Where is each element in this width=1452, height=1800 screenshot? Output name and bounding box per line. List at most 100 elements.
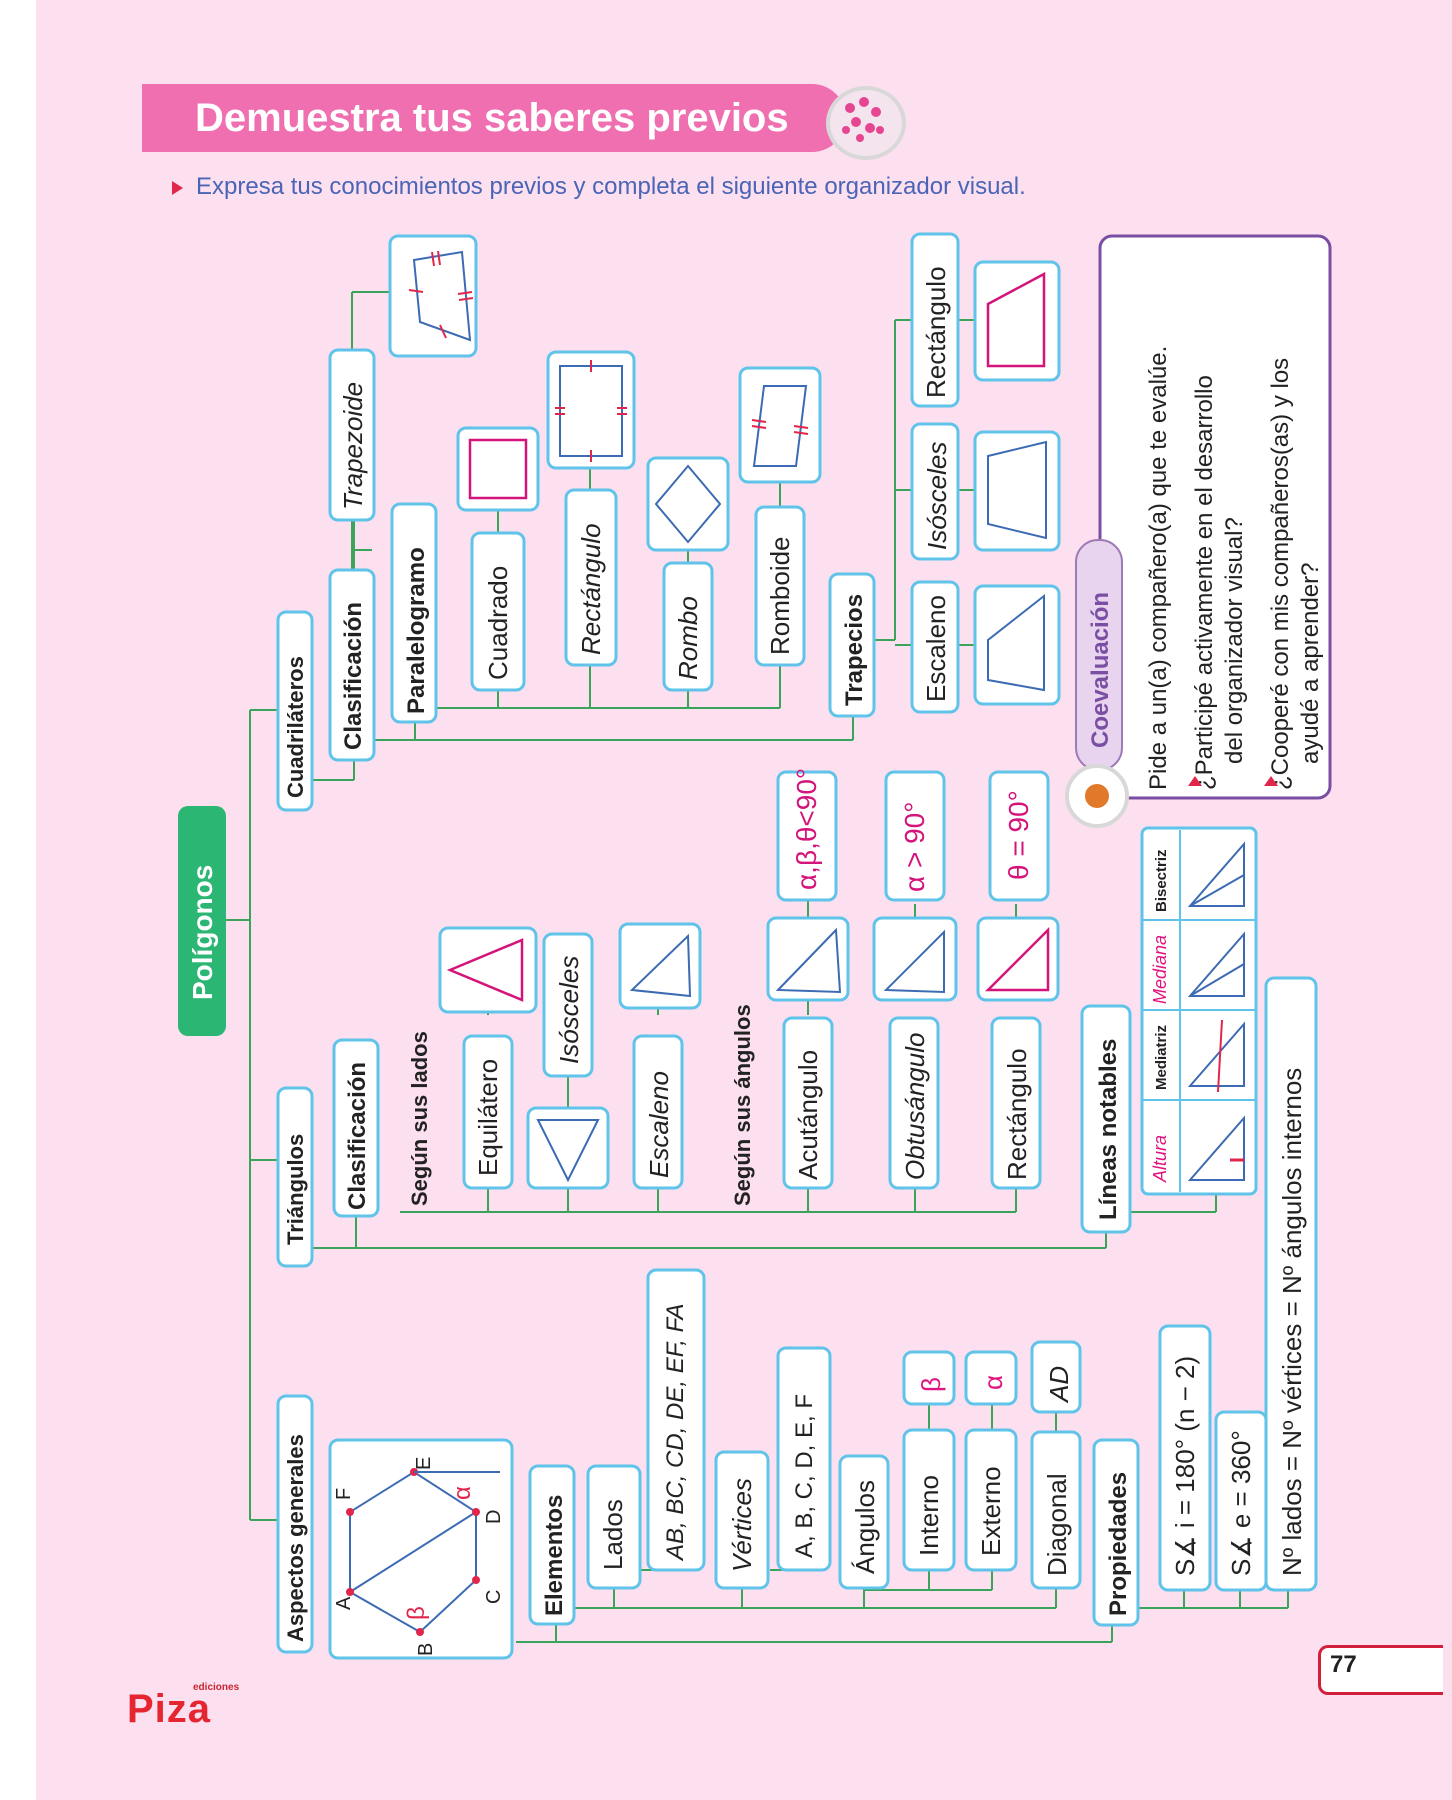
obtuse-triangle-shape-icon	[883, 929, 945, 994]
elementos-label: Elementos	[541, 1495, 568, 1616]
scalene-triangle-shape-icon	[629, 933, 692, 998]
trapezoide-shape-icon	[408, 250, 474, 342]
coevaluacion-panel	[1098, 234, 1332, 800]
linea-mediana-label: Mediana	[1150, 935, 1170, 1004]
bullet-arrow-icon	[1264, 776, 1278, 786]
trapecio-isosceles-label: Isósceles	[922, 442, 952, 550]
equilateral-triangle-shape-icon	[446, 938, 524, 1002]
isosceles-triangle-shape-icon	[536, 1119, 600, 1183]
rect-prop-label: θ = 90°	[1003, 790, 1034, 880]
cuadrado-label: Cuadrado	[483, 566, 513, 680]
beta-angle-label: β	[403, 1606, 430, 1620]
paralelogramo-label: Paralelogramo	[403, 547, 430, 714]
rombo-figure-box	[646, 456, 730, 552]
prop-internos-label: S∡ i = 180° (n − 2)	[1170, 1356, 1200, 1576]
segun-angulos-label: Según sus ángulos	[730, 1004, 755, 1206]
externo-label: Externo	[976, 1466, 1006, 1556]
prop-externos-label: S∡ e = 360°	[1226, 1430, 1256, 1576]
acutangulo-label: Acutángulo	[793, 1050, 823, 1180]
vertex-a-label: A	[333, 1596, 355, 1610]
rectangulo-figure-box	[546, 350, 636, 470]
hexagon-figure-box	[328, 1438, 514, 1660]
coev-intro: Pide a un(a) compañero(a) que te evalúe.	[1145, 346, 1172, 790]
lados-value-box	[646, 1268, 706, 1572]
interno-box	[902, 1428, 956, 1572]
branch-generales-label: Aspectos generales	[283, 1434, 308, 1642]
romboide-figure-box	[738, 366, 822, 484]
vertices-value: A, B, C, D, E, F	[791, 1394, 818, 1558]
romboide-label: Romboide	[765, 536, 795, 655]
trapecio-rectangulo-label: Rectángulo	[921, 266, 951, 398]
acut-prop-label: α,β,θ<90°	[791, 768, 822, 890]
vertex-b-label: B	[415, 1643, 437, 1656]
obtusangulo-figure-box	[872, 916, 958, 1002]
vertices-label: Vértices	[727, 1478, 757, 1572]
vertex-e-label: E	[413, 1457, 435, 1470]
tri-escaleno-box	[632, 1034, 684, 1190]
paralelogramo-box	[390, 502, 438, 724]
rect-prop-box	[988, 770, 1050, 902]
trapecio-escaleno-box	[910, 580, 960, 714]
branch-triangulos-label: Triángulos	[283, 1134, 308, 1245]
trapecio-isosceles-box	[910, 422, 960, 561]
tri-isosceles-box	[542, 932, 594, 1078]
isosceles-trapezoid-shape-icon	[987, 440, 1047, 540]
angulos-box	[838, 1454, 890, 1590]
prop-lados-label: Nº lados = Nº vértices = Nº ángulos inte…	[1277, 1068, 1307, 1576]
root-box	[178, 806, 226, 1036]
root-label: Polígonos	[187, 865, 218, 1000]
angulos-label: Ángulos	[850, 1480, 880, 1574]
interno-label: Interno	[914, 1475, 944, 1556]
rectangle-shape-icon	[555, 360, 627, 462]
segun-lados-label: Según sus lados	[407, 1031, 432, 1206]
rombo-label: Rombo	[673, 596, 703, 680]
trapezoide-figure-box	[388, 234, 478, 358]
people-icon-core	[1085, 784, 1109, 808]
square-shape-icon	[468, 438, 528, 500]
linea-bisectriz-label: Bisectriz	[1153, 849, 1170, 912]
rectangulo-label: Rectángulo	[576, 523, 606, 655]
rhombus-shape-icon	[654, 464, 722, 544]
tri-rectangulo-box	[990, 1016, 1042, 1190]
trapecios-box	[828, 572, 876, 718]
page-number: 77	[1330, 1651, 1357, 1678]
bullet-arrow-icon	[1188, 776, 1202, 786]
propiedades-box	[1092, 1438, 1140, 1627]
acut-prop-box	[776, 770, 838, 902]
coev-q2-line2: ayudé a aprender?	[1297, 563, 1324, 765]
obtusangulo-label: Obtusángulo	[900, 1033, 930, 1180]
hexagon-shape-icon	[346, 1468, 500, 1636]
right-trapezoid-shape-icon	[986, 271, 1046, 368]
acute-triangle-shape-icon	[775, 927, 842, 994]
publisher-logo: Piza	[127, 1687, 212, 1731]
diagonal-value-box	[1030, 1340, 1082, 1414]
linea-figures-icon	[1187, 841, 1245, 1181]
tri-clasificacion-label: Clasificación	[344, 1062, 371, 1210]
equilatero-label: Equilátero	[473, 1059, 503, 1176]
branch-cuadrilateros-label: Cuadriláteros	[283, 656, 308, 798]
right-triangle-shape-icon	[984, 926, 1050, 992]
linea-mediatriz-label: Mediatriz	[1153, 1025, 1170, 1090]
tri-escaleno-label: Escaleno	[644, 1071, 674, 1178]
bullet-arrow-icon	[172, 181, 183, 195]
diagonal-label: Diagonal	[1042, 1473, 1072, 1576]
prop-internos-box	[1158, 1324, 1212, 1592]
elementos-box	[528, 1464, 576, 1626]
trapecios-label: Trapecios	[841, 594, 868, 706]
network-icon	[826, 86, 906, 160]
linea-altura-label: Altura	[1150, 1135, 1170, 1183]
obtus-prop-label: α > 90°	[899, 802, 930, 892]
obtus-prop-box	[884, 770, 946, 902]
branch-cuadrilateros-box	[276, 610, 314, 812]
externo-value-box	[964, 1350, 1018, 1406]
title-bar	[142, 84, 846, 152]
trapecio-escaleno-figure-box	[973, 584, 1061, 706]
prop-lados-box	[1264, 976, 1318, 1592]
diagonal-value: AD	[1044, 1366, 1074, 1404]
cuadrado-figure-box	[456, 426, 540, 512]
cuad-clasificacion-label: Clasificación	[340, 602, 367, 750]
rombo-box	[662, 561, 714, 692]
instruction-text: Expresa tus conocimientos previos y comp…	[196, 173, 1026, 200]
rectangulo-box	[564, 488, 618, 667]
